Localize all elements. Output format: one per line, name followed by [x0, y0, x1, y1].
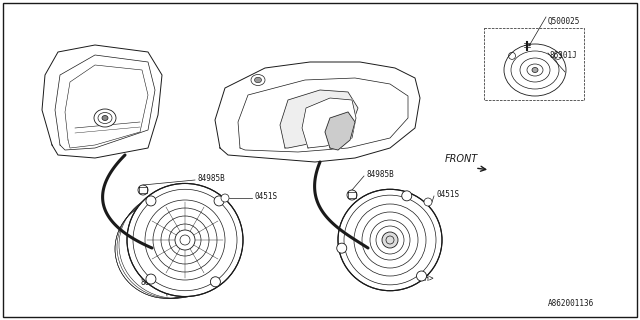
Text: Q500025: Q500025 — [548, 17, 580, 26]
Circle shape — [417, 271, 426, 281]
Ellipse shape — [119, 192, 231, 298]
Text: FRONT: FRONT — [445, 154, 478, 164]
Ellipse shape — [115, 200, 219, 299]
Text: 0451S: 0451S — [254, 191, 277, 201]
Circle shape — [146, 274, 156, 284]
Ellipse shape — [94, 109, 116, 127]
Polygon shape — [42, 45, 162, 158]
Circle shape — [424, 198, 432, 206]
Circle shape — [175, 230, 195, 250]
Ellipse shape — [127, 183, 243, 297]
Circle shape — [211, 277, 220, 287]
Bar — [484, 28, 584, 100]
Polygon shape — [325, 112, 355, 150]
Circle shape — [214, 196, 224, 206]
Text: 84985B: 84985B — [366, 170, 394, 179]
Polygon shape — [302, 98, 356, 148]
Text: 86301<RH,LH>: 86301<RH,LH> — [378, 274, 433, 283]
Circle shape — [146, 196, 156, 206]
Ellipse shape — [504, 44, 566, 96]
Text: 86301J: 86301J — [550, 51, 578, 60]
Ellipse shape — [102, 116, 108, 121]
Polygon shape — [280, 90, 358, 148]
Ellipse shape — [338, 189, 442, 291]
Ellipse shape — [255, 77, 262, 83]
Circle shape — [221, 194, 229, 202]
Text: A862001136: A862001136 — [548, 299, 595, 308]
Text: 86301A<RH,LH>: 86301A<RH,LH> — [140, 278, 200, 287]
Ellipse shape — [117, 196, 225, 298]
Ellipse shape — [532, 68, 538, 73]
Text: 84985B: 84985B — [197, 173, 225, 182]
Circle shape — [382, 232, 398, 248]
Text: 0451S: 0451S — [436, 189, 459, 198]
Polygon shape — [215, 62, 420, 162]
Circle shape — [402, 191, 412, 201]
Circle shape — [337, 243, 347, 253]
